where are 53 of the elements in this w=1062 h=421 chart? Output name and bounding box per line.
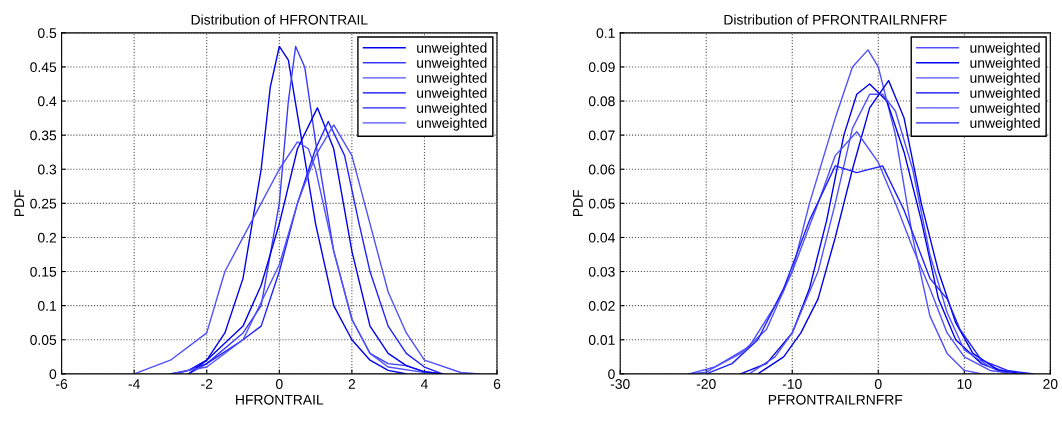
legend-label: unweighted [417, 87, 487, 101]
y-tick-label: 0.05 [30, 335, 57, 345]
y-tick-label: 0.04 [588, 232, 615, 243]
y-tick-label: 0 [608, 369, 615, 380]
x-tick-label: 6 [493, 379, 501, 389]
x-tick-label: 4 [420, 379, 428, 389]
x-tick-label: -4 [128, 379, 140, 389]
chart-title: Distribution of PFRONTRAILRNFRF [724, 14, 947, 25]
y-tick-label: 0.3 [37, 164, 57, 175]
legend-label: unweighted [417, 42, 487, 56]
legend-label: unweighted [970, 57, 1040, 71]
x-axis-title: HFRONTRAIL [236, 394, 324, 405]
y-tick-label: 0.03 [588, 266, 615, 277]
chart-title: Distribution of HFRONTRAIL [191, 14, 368, 25]
x-tick-label: -6 [56, 379, 68, 389]
y-tick-label: 0.02 [588, 300, 615, 311]
legend-label: unweighted [970, 102, 1040, 116]
x-tick-label: -10 [782, 379, 802, 389]
y-tick-label: 0.01 [588, 335, 615, 345]
y-tick-label: 0.06 [588, 164, 615, 175]
y-tick-label: 0.15 [30, 266, 57, 277]
x-tick-label: -30 [610, 379, 630, 389]
y-tick-label: 0.35 [30, 130, 57, 141]
y-tick-label: 0.45 [30, 62, 57, 73]
legend-label: unweighted [970, 117, 1040, 131]
legend-label: unweighted [417, 57, 487, 71]
x-tick-label: 10 [957, 379, 972, 389]
y-tick-label: 0.07 [588, 130, 615, 141]
y-tick-label: 0 [49, 369, 57, 380]
y-tick-label: 0.08 [588, 96, 615, 107]
x-tick-label: 0 [874, 379, 882, 389]
legend-label: unweighted [417, 117, 487, 131]
legend-label: unweighted [970, 72, 1040, 86]
legend-label: unweighted [970, 42, 1040, 56]
y-tick-label: 0.1 [596, 28, 615, 39]
legend-label: unweighted [970, 87, 1040, 101]
x-tick-label: -20 [696, 379, 716, 389]
legend-label: unweighted [417, 102, 487, 116]
y-axis-title: PDF [573, 190, 583, 217]
y-tick-label: 0.2 [37, 232, 57, 243]
y-axis-title: PDF [14, 190, 25, 217]
y-tick-label: 0.1 [37, 300, 57, 311]
y-tick-label: 0.5 [37, 28, 57, 39]
y-tick-label: 0.4 [37, 96, 57, 107]
x-tick-label: 2 [348, 379, 356, 389]
y-tick-label: 0.05 [588, 198, 615, 209]
legend-label: unweighted [417, 72, 487, 86]
y-tick-label: 0.25 [30, 198, 57, 209]
y-tick-label: 0.09 [588, 62, 615, 73]
x-tick-label: -2 [201, 379, 213, 389]
x-tick-label: 20 [1043, 379, 1058, 389]
x-axis-title: PFRONTRAILRNFRF [768, 394, 903, 405]
x-tick-label: 0 [275, 379, 283, 389]
